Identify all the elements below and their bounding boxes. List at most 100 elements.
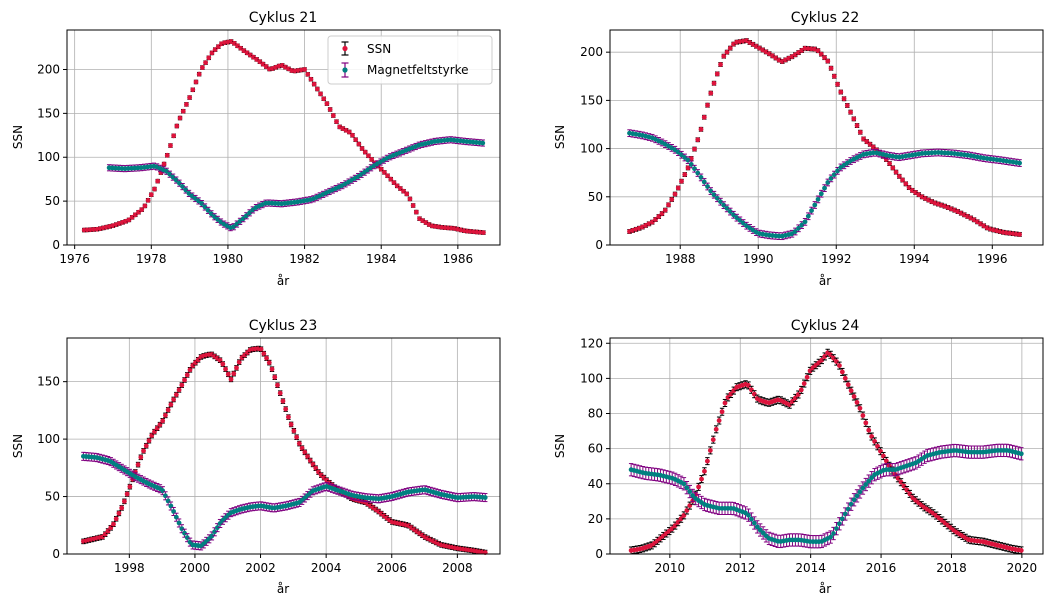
data-marker xyxy=(825,180,831,185)
data-marker xyxy=(682,155,688,160)
ssn-point xyxy=(182,377,187,383)
ssn-point xyxy=(296,440,302,447)
data-marker xyxy=(896,173,902,179)
data-marker xyxy=(318,91,323,97)
data-marker xyxy=(288,422,294,427)
data-marker xyxy=(299,445,305,451)
data-marker xyxy=(801,381,807,386)
magnetfeltstyrke-point xyxy=(392,491,398,501)
x-tick-label: 1982 xyxy=(289,252,320,266)
data-marker xyxy=(171,397,177,402)
data-marker xyxy=(724,205,730,211)
ssn-point xyxy=(160,417,166,424)
ssn-point xyxy=(679,178,684,184)
data-marker xyxy=(746,383,751,388)
ssn-point xyxy=(896,173,902,179)
data-marker xyxy=(170,174,176,180)
data-marker xyxy=(366,153,371,159)
ssn-point xyxy=(695,137,701,143)
data-marker xyxy=(305,454,310,459)
x-tick-label: 1996 xyxy=(977,252,1008,266)
ssn-point xyxy=(890,165,896,171)
chart-title: Cyklus 21 xyxy=(249,10,318,26)
data-marker xyxy=(719,409,725,415)
data-marker xyxy=(734,215,740,221)
data-marker xyxy=(124,491,130,497)
data-marker xyxy=(173,392,179,398)
data-marker xyxy=(795,392,801,397)
ssn-point xyxy=(308,76,314,82)
data-marker xyxy=(203,60,208,66)
magnetfeltstyrke-point xyxy=(214,523,220,533)
data-marker xyxy=(684,485,690,491)
data-marker xyxy=(179,382,185,388)
data-marker xyxy=(184,535,190,541)
data-marker xyxy=(807,368,813,374)
ssn-point xyxy=(165,407,171,413)
chart-panel-cyklus-23: Cyklus 23 år SSN 1998 2000 2002 2004 2006 200… xyxy=(11,318,501,596)
ssn-point xyxy=(787,400,792,409)
data-marker xyxy=(722,400,728,406)
data-marker xyxy=(277,390,283,396)
magnetfeltstyrke-point xyxy=(822,184,827,192)
magnetfeltstyrke-point xyxy=(727,207,733,216)
data-marker xyxy=(141,448,146,454)
ssn-point xyxy=(724,49,730,55)
chart-title: Cyklus 22 xyxy=(791,10,860,26)
data-marker xyxy=(707,447,713,453)
ssn-point xyxy=(718,62,723,67)
magnetfeltstyrke-point xyxy=(818,189,824,198)
data-marker xyxy=(261,351,267,357)
y-tick-label: 100 xyxy=(37,150,60,164)
x-tick-label: 1990 xyxy=(743,252,774,266)
data-marker xyxy=(662,207,668,213)
magnetfeltstyrke-point xyxy=(422,140,428,148)
data-marker xyxy=(356,141,362,147)
data-marker xyxy=(754,524,760,530)
ssn-point xyxy=(684,506,690,515)
ssn-point xyxy=(857,404,863,413)
data-marker xyxy=(266,360,272,366)
ssn-point xyxy=(872,437,878,446)
ssn-point xyxy=(294,434,300,440)
magnetfeltstyrke-point xyxy=(913,150,918,159)
data-marker xyxy=(748,516,754,522)
ssn-point xyxy=(138,454,144,461)
data-marker xyxy=(480,140,486,146)
ssn-point xyxy=(173,391,179,398)
magnetfeltstyrke-point xyxy=(482,493,488,503)
data-marker xyxy=(835,168,840,174)
data-marker xyxy=(698,175,704,180)
y-tick-label: 150 xyxy=(37,375,60,389)
data-marker xyxy=(237,218,243,224)
data-marker xyxy=(675,519,681,525)
data-marker xyxy=(672,523,678,529)
data-marker xyxy=(831,355,836,361)
x-axis-label: år xyxy=(819,274,831,288)
ssn-point xyxy=(176,387,182,393)
data-marker xyxy=(799,222,805,228)
ssn-point xyxy=(842,374,848,383)
data-marker xyxy=(724,49,730,55)
ssn-point xyxy=(731,386,737,395)
ssn-point xyxy=(669,524,675,533)
magnetfeltstyrke-point xyxy=(684,481,690,495)
ssn-point xyxy=(196,71,202,77)
ssn-point xyxy=(825,58,831,64)
ssn-point xyxy=(286,66,292,72)
data-marker xyxy=(234,221,240,227)
ssn-point xyxy=(314,86,320,92)
data-marker xyxy=(678,516,684,522)
ssn-point xyxy=(193,79,199,85)
data-marker xyxy=(148,192,154,198)
magnetfeltstyrke-point xyxy=(792,227,798,236)
ssn-point xyxy=(122,498,127,505)
magnetfeltstyrke-point xyxy=(802,217,808,226)
data-marker xyxy=(182,530,187,536)
ssn-point xyxy=(838,89,844,95)
data-marker xyxy=(672,191,678,197)
ssn-point xyxy=(231,370,237,377)
data-marker xyxy=(727,209,733,214)
ssn-point xyxy=(837,361,842,370)
data-marker xyxy=(247,210,253,216)
